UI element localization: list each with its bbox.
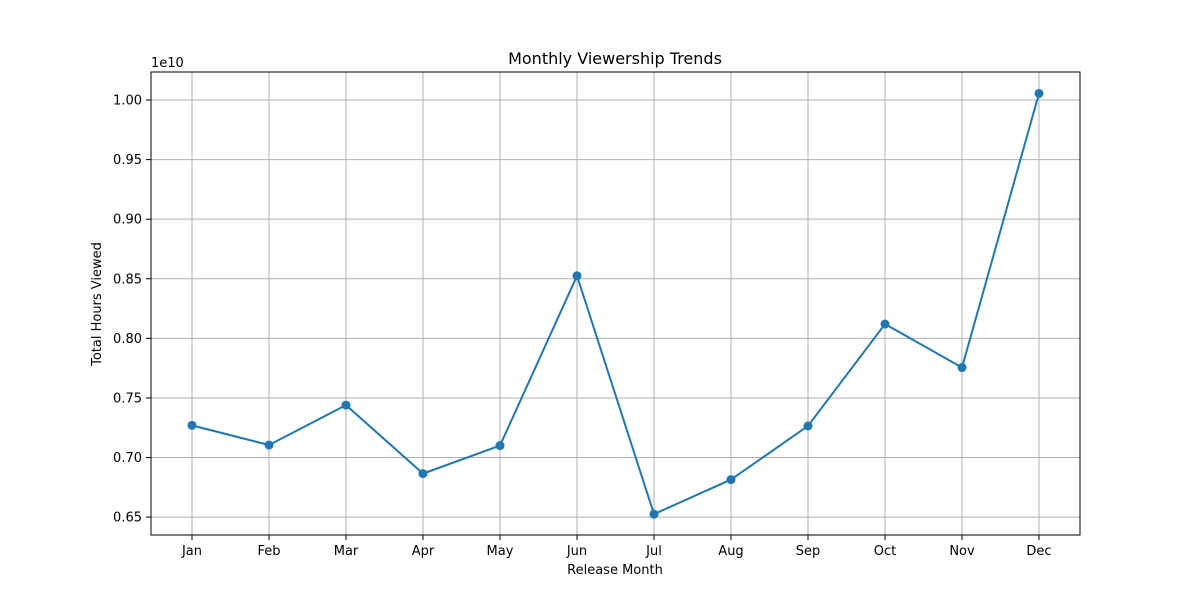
- data-point-marker: [187, 420, 197, 430]
- plot-frame: [150, 71, 1081, 536]
- chart-title: Monthly Viewership Trends: [508, 49, 722, 68]
- grid-layer: [151, 72, 1080, 535]
- y-tick-label: 0.90: [113, 213, 142, 228]
- x-tick-label: Jun: [566, 544, 587, 559]
- data-point-marker: [495, 441, 505, 451]
- y-tick-label: 0.85: [113, 272, 142, 287]
- x-tick-label: Aug: [718, 544, 743, 559]
- x-tick-label: Apr: [412, 544, 435, 559]
- data-point-marker: [264, 440, 274, 450]
- x-tick-label: May: [487, 544, 514, 559]
- x-tick-label: Mar: [334, 544, 359, 559]
- data-point-marker: [803, 421, 813, 431]
- data-point-marker: [341, 400, 351, 410]
- data-point-marker: [572, 271, 582, 281]
- y-tick-label: 0.75: [113, 391, 142, 406]
- data-point-marker: [880, 319, 890, 329]
- y-axis-label: Total Hours Viewed: [90, 242, 105, 367]
- x-tick-label: Jul: [645, 544, 662, 559]
- y-tick-label: 0.70: [113, 451, 142, 466]
- x-tick-label: Oct: [874, 544, 896, 559]
- x-tick-label: Dec: [1026, 544, 1051, 559]
- x-tick-label: Feb: [257, 544, 280, 559]
- x-tick-label: Nov: [949, 544, 975, 559]
- y-tick-label: 0.80: [113, 332, 142, 347]
- data-point-marker: [1034, 88, 1044, 98]
- y-tick-label: 0.65: [113, 511, 142, 526]
- series-line: [191, 93, 1040, 516]
- y-tick-label: 0.95: [113, 153, 142, 168]
- y-offset-label: 1e10: [151, 56, 184, 71]
- ticks-layer: Jan Feb Mar Apr May Jun Jul Aug Sep Oct Nov Dec 0.65…: [113, 94, 1052, 559]
- x-tick-label: Sep: [796, 544, 821, 559]
- data-point-marker: [957, 363, 967, 373]
- x-axis-label: Release Month: [567, 563, 663, 578]
- x-tick-label: Jan: [181, 544, 202, 559]
- y-tick-label: 1.00: [113, 94, 142, 109]
- data-point-marker: [418, 469, 428, 479]
- data-point-marker: [726, 475, 736, 485]
- data-point-marker: [649, 509, 659, 519]
- series-layer: [187, 88, 1044, 519]
